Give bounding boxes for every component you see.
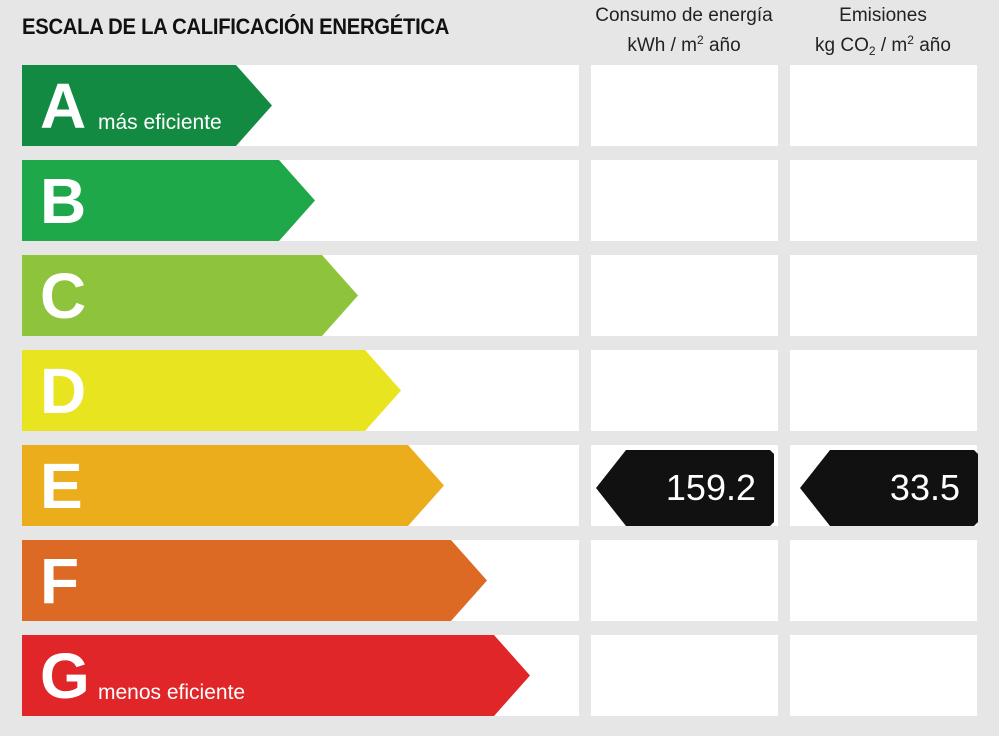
rating-row-d: D	[0, 350, 999, 432]
rating-row-b: B	[0, 160, 999, 242]
emis-cell	[790, 160, 977, 241]
rating-description: más eficiente	[98, 111, 222, 135]
emis-cell	[790, 65, 977, 146]
cons-cell	[591, 160, 778, 241]
emis-cell	[790, 255, 977, 336]
rating-letter: G	[40, 639, 90, 713]
emisiones-badge: 33.5	[800, 450, 978, 526]
emis-cell	[790, 635, 977, 716]
consumo-badge: 159.2	[596, 450, 774, 526]
page-title: ESCALA DE LA CALIFICACIÓN ENERGÉTICA	[22, 14, 449, 40]
rating-description: menos eficiente	[98, 681, 245, 705]
consumo-badge-value: 159.2	[666, 450, 756, 526]
emisiones-header-label: Emisiones	[788, 4, 978, 28]
rating-letter: D	[40, 354, 86, 428]
emisiones-badge-value: 33.5	[890, 450, 960, 526]
consumo-header-unit: kWh / m2 año	[589, 28, 779, 58]
rating-arrow-f: F	[22, 540, 487, 621]
emis-cell	[790, 350, 977, 431]
cons-cell	[591, 65, 778, 146]
rating-row-c: C	[0, 255, 999, 337]
rating-letter: F	[40, 544, 79, 618]
rating-letter: B	[40, 164, 86, 238]
rating-letter: C	[40, 259, 86, 333]
rating-arrow-e: E	[22, 445, 444, 526]
rating-arrow-c: C	[22, 255, 358, 336]
cons-cell	[591, 540, 778, 621]
cons-cell	[591, 350, 778, 431]
rating-letter: E	[40, 449, 83, 523]
cons-cell	[591, 255, 778, 336]
rating-arrow-b: B	[22, 160, 315, 241]
consumo-header: Consumo de energía kWh / m2 año	[589, 4, 779, 58]
rating-row-f: F	[0, 540, 999, 622]
rating-row-e: E 159.2 33.5	[0, 445, 999, 527]
cons-cell	[591, 635, 778, 716]
rating-letter: A	[40, 69, 86, 143]
rating-arrow-d: D	[22, 350, 401, 431]
emisiones-header: Emisiones kg CO2 / m2 año	[788, 4, 978, 63]
emis-cell	[790, 540, 977, 621]
consumo-header-label: Consumo de energía	[589, 4, 779, 28]
emisiones-header-unit: kg CO2 / m2 año	[788, 28, 978, 63]
